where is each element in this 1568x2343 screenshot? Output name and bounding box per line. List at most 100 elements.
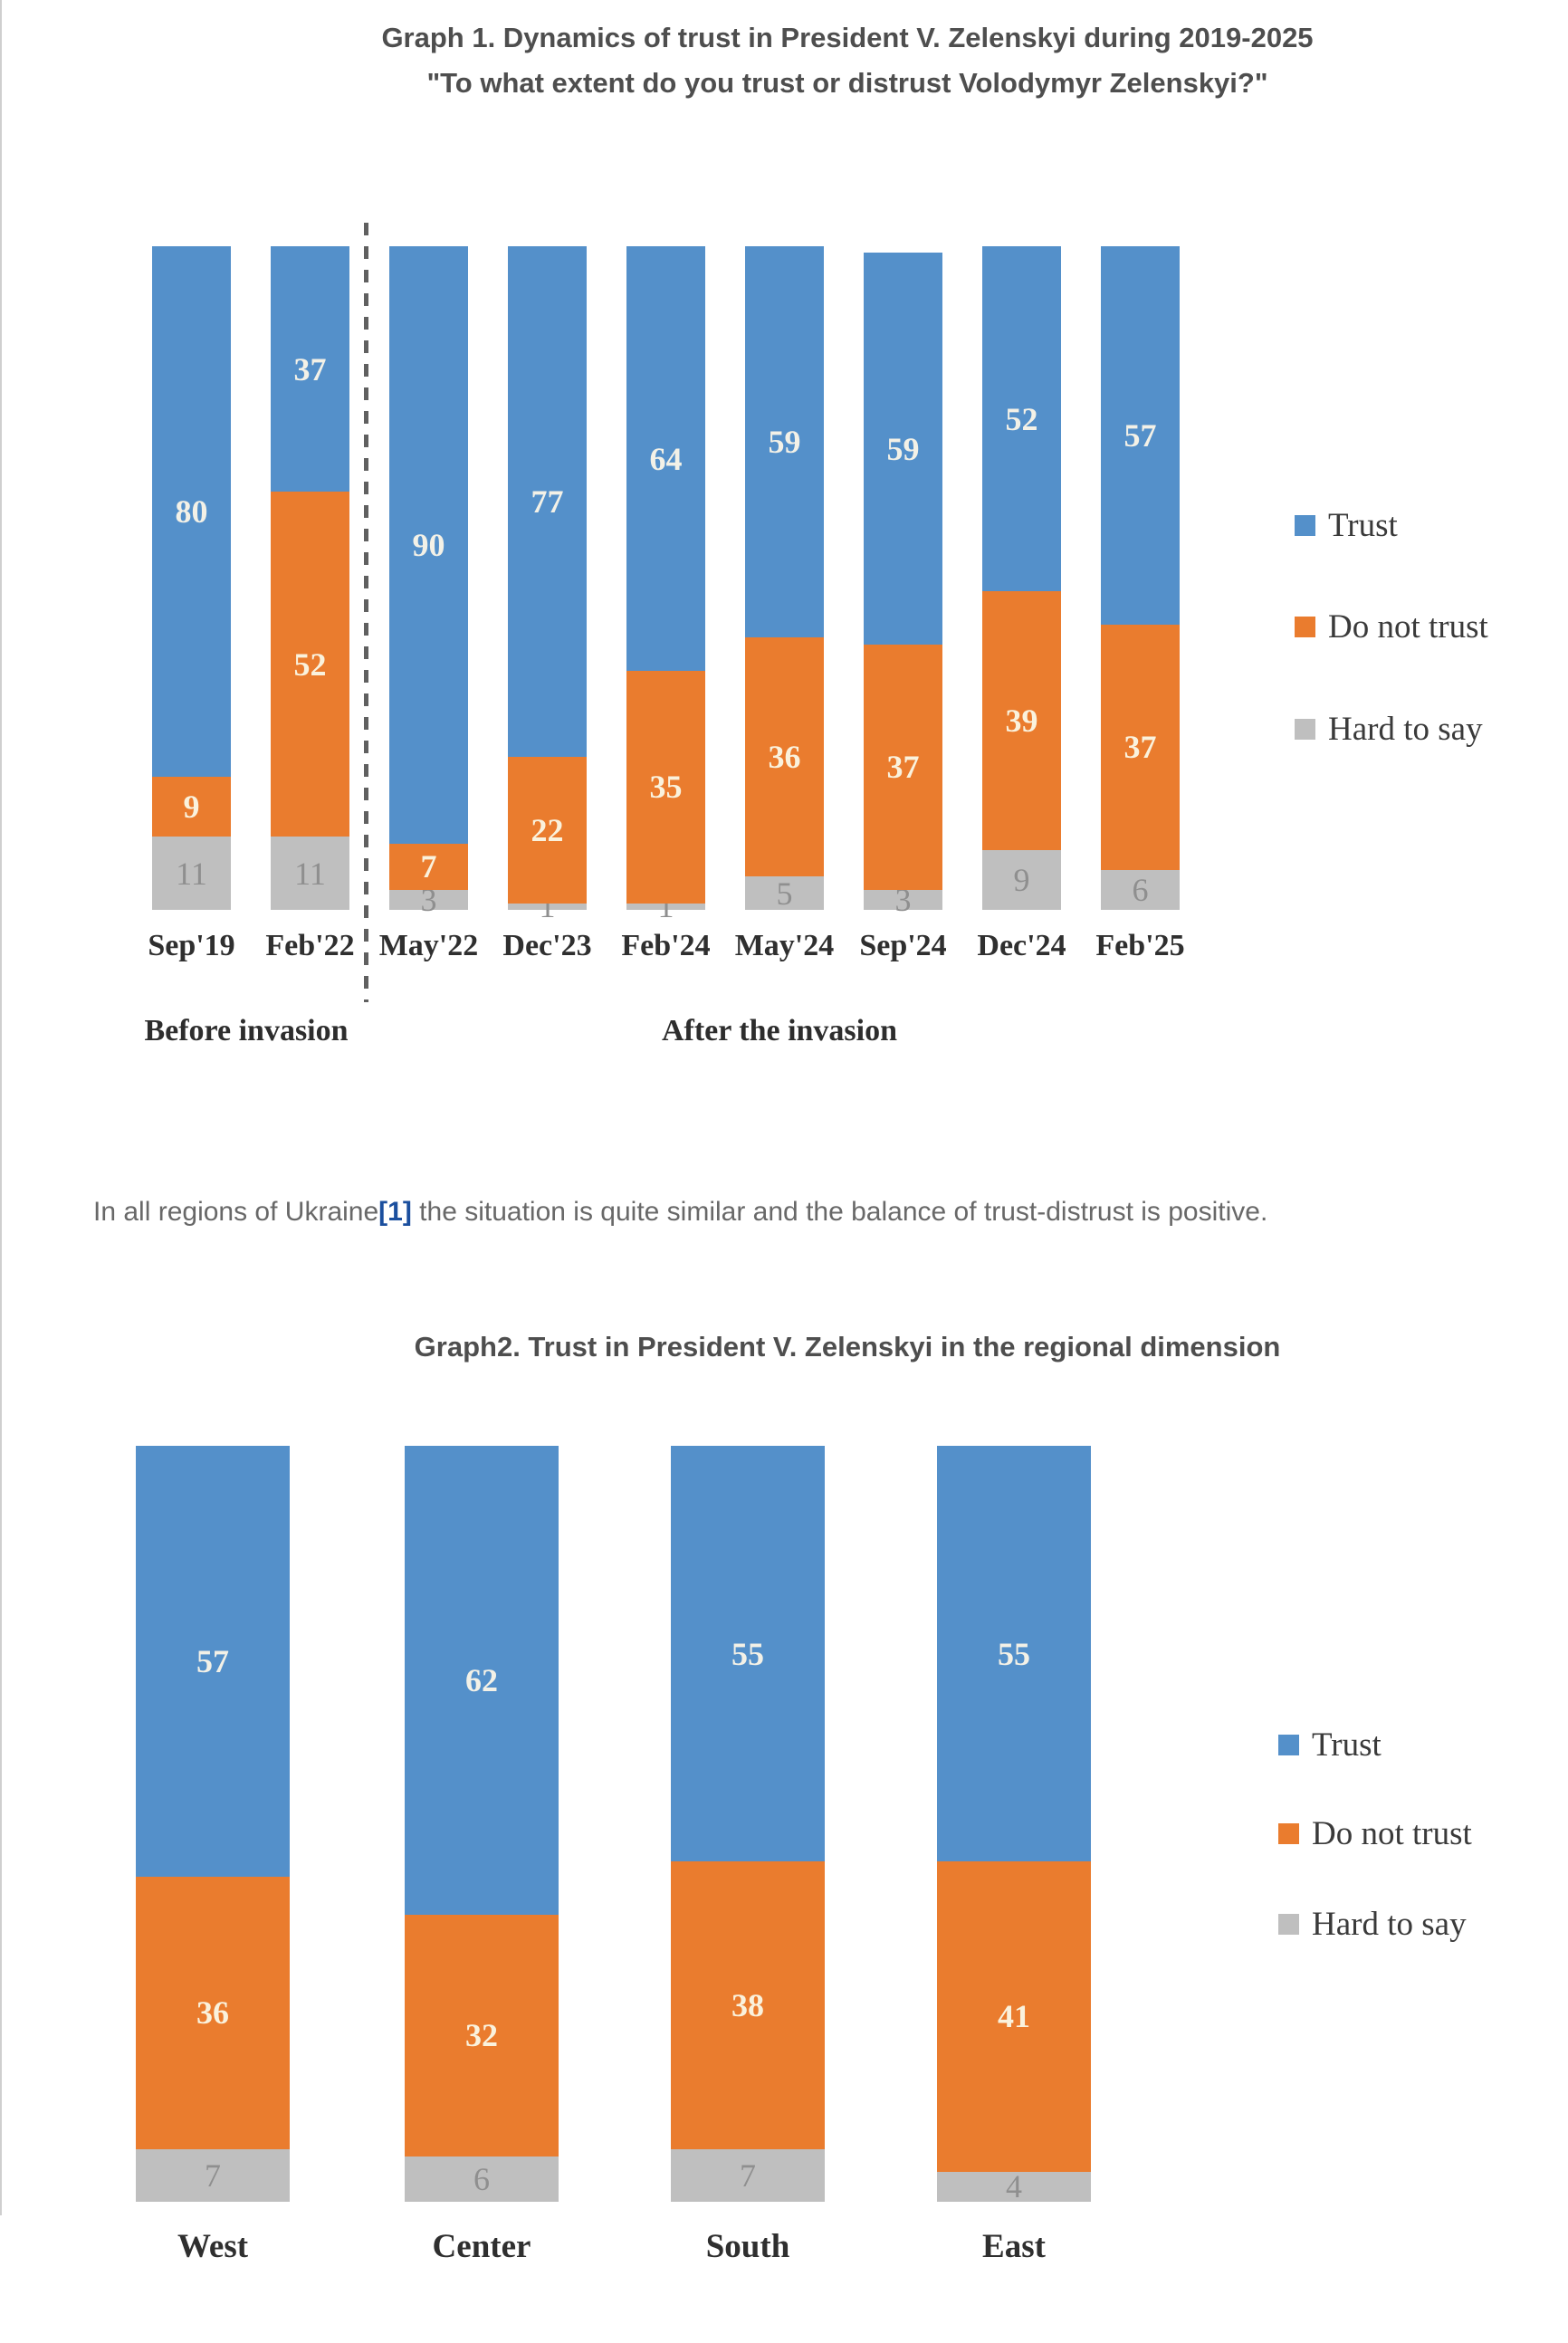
bar-segment-trust — [671, 1446, 825, 1862]
footnote-link-1[interactable]: [1] — [378, 1197, 412, 1227]
bar-segment-hard-to-say — [271, 837, 349, 910]
legend-item-do-not-trust: Do not trust — [1278, 1817, 1472, 1850]
bar-segment-trust — [136, 1446, 290, 1877]
value-label-hard-to-say: 11 — [294, 855, 326, 892]
value-label-trust: 62 — [465, 1661, 498, 1698]
bar-column-may22: 3 7 90 — [389, 246, 468, 916]
bar-segment-do-not-trust — [864, 644, 942, 890]
value-label-do-not-trust: 7 — [420, 848, 437, 885]
bar-segment-hard-to-say — [937, 2171, 1091, 2202]
value-label-trust: 64 — [649, 440, 683, 477]
legend-label: Trust — [1328, 506, 1398, 544]
bar-segment-do-not-trust — [937, 1861, 1091, 2172]
value-label-do-not-trust: 41 — [998, 1998, 1030, 2035]
value-label-trust: 55 — [731, 1635, 764, 1672]
legend-label: Hard to say — [1312, 1905, 1467, 1943]
value-label-trust: 57 — [196, 1642, 229, 1679]
value-label-trust: 59 — [768, 424, 801, 461]
legend-swatch-icon — [1295, 514, 1315, 536]
bar-column-dec23: 1 22 77 — [508, 246, 587, 923]
bar-segment-hard-to-say — [389, 890, 468, 910]
legend-item-hard-to-say: Hard to say — [1295, 712, 1483, 746]
bar-segment-hard-to-say — [982, 850, 1061, 910]
legend-item-do-not-trust: Do not trust — [1295, 610, 1488, 644]
page-left-border — [0, 0, 2, 2215]
legend-swatch-icon — [1295, 616, 1315, 637]
value-label-do-not-trust: 22 — [531, 812, 564, 849]
value-label-trust: 59 — [886, 430, 920, 467]
paragraph-text-prefix: In all regions of Ukraine — [93, 1197, 379, 1227]
value-label-hard-to-say: 6 — [1132, 872, 1149, 908]
legend-item-trust: Trust — [1295, 506, 1398, 544]
bar-segment-trust — [271, 246, 349, 493]
x-axis-label-center: Center — [432, 2228, 531, 2265]
graph1-subtitle: "To what extent do you trust or distrust… — [426, 67, 1268, 99]
value-label-hard-to-say: 11 — [176, 855, 207, 892]
legend-item-hard-to-say: Hard to say — [1278, 1905, 1467, 1943]
value-label-hard-to-say: 6 — [473, 2160, 490, 2197]
bar-segment-do-not-trust — [745, 637, 824, 877]
x-axis-label-may24: May'24 — [734, 929, 835, 962]
x-axis-label-dec23: Dec'23 — [502, 929, 592, 962]
value-label-hard-to-say: 5 — [776, 875, 793, 912]
bar-segment-trust — [745, 246, 824, 638]
value-label-do-not-trust: 52 — [293, 646, 327, 683]
bar-column-center: 6 32 62 — [405, 1446, 559, 2202]
bar-segment-trust — [1101, 246, 1180, 625]
invasion-divider-dashed-line — [364, 223, 368, 1002]
value-label-do-not-trust: 9 — [183, 789, 200, 826]
bar-segment-do-not-trust — [389, 843, 468, 890]
bar-column-west: 7 36 57 — [136, 1446, 290, 2202]
value-label-hard-to-say: 3 — [420, 882, 437, 918]
bar-column-dec24: 9 39 52 — [982, 246, 1061, 910]
value-label-trust: 77 — [531, 483, 564, 521]
value-label-do-not-trust: 39 — [1005, 703, 1038, 740]
value-label-trust: 57 — [1123, 416, 1157, 454]
graph2-title: Graph2. Trust in President V. Zelenskyi … — [414, 1331, 1281, 1363]
bar-segment-hard-to-say — [864, 890, 942, 910]
value-label-hard-to-say: 7 — [740, 2157, 756, 2194]
value-label-trust: 80 — [175, 493, 208, 531]
group-label-before-invasion: Before invasion — [144, 1014, 349, 1047]
x-axis-label-may22: May'22 — [378, 929, 479, 962]
value-label-trust: 52 — [1005, 400, 1038, 437]
x-axis-label-dec24: Dec'24 — [977, 929, 1066, 962]
value-label-do-not-trust: 37 — [886, 749, 920, 786]
bar-segment-do-not-trust — [271, 492, 349, 837]
x-axis-label-feb22: Feb'22 — [265, 929, 355, 962]
bar-column-south: 7 38 55 — [671, 1446, 825, 2202]
legend-item-trust: Trust — [1278, 1728, 1382, 1762]
bar-segment-hard-to-say — [508, 903, 587, 910]
bar-segment-hard-to-say — [152, 837, 231, 910]
bar-segment-trust — [405, 1446, 559, 1915]
value-label-hard-to-say: 9 — [1013, 862, 1030, 898]
bar-column-may24: 5 36 59 — [745, 246, 824, 910]
bar-column-feb22: 11 52 37 — [271, 246, 349, 910]
x-axis-label-feb24: Feb'24 — [621, 929, 711, 962]
bar-segment-trust — [508, 246, 587, 758]
legend-swatch-icon — [1278, 1913, 1299, 1935]
value-label-hard-to-say: 3 — [894, 882, 912, 918]
bar-segment-trust — [626, 246, 705, 672]
bar-column-feb25: 6 37 57 — [1101, 246, 1180, 910]
legend-swatch-icon — [1278, 1734, 1299, 1755]
graph1-title: Graph 1. Dynamics of trust in President … — [381, 22, 1314, 53]
x-axis-label-sep19: Sep'19 — [148, 929, 235, 962]
paragraph-text-suffix: the situation is quite similar and the b… — [411, 1197, 1268, 1227]
bar-segment-hard-to-say — [745, 876, 824, 910]
value-label-do-not-trust: 36 — [196, 1994, 229, 2032]
bar-segment-do-not-trust — [626, 671, 705, 904]
value-label-do-not-trust: 32 — [465, 2017, 498, 2054]
bar-segment-trust — [864, 253, 942, 645]
bar-segment-do-not-trust — [508, 757, 587, 904]
bar-segment-do-not-trust — [152, 777, 231, 837]
x-axis-label-sep24: Sep'24 — [859, 929, 947, 962]
bar-segment-do-not-trust — [671, 1861, 825, 2149]
value-label-hard-to-say: 7 — [205, 2157, 221, 2194]
bar-segment-hard-to-say — [626, 903, 705, 910]
x-axis-label-feb25: Feb'25 — [1095, 929, 1185, 962]
bar-segment-do-not-trust — [1101, 624, 1180, 870]
bar-segment-do-not-trust — [982, 591, 1061, 851]
bar-column-east: 4 41 55 — [937, 1446, 1091, 2203]
